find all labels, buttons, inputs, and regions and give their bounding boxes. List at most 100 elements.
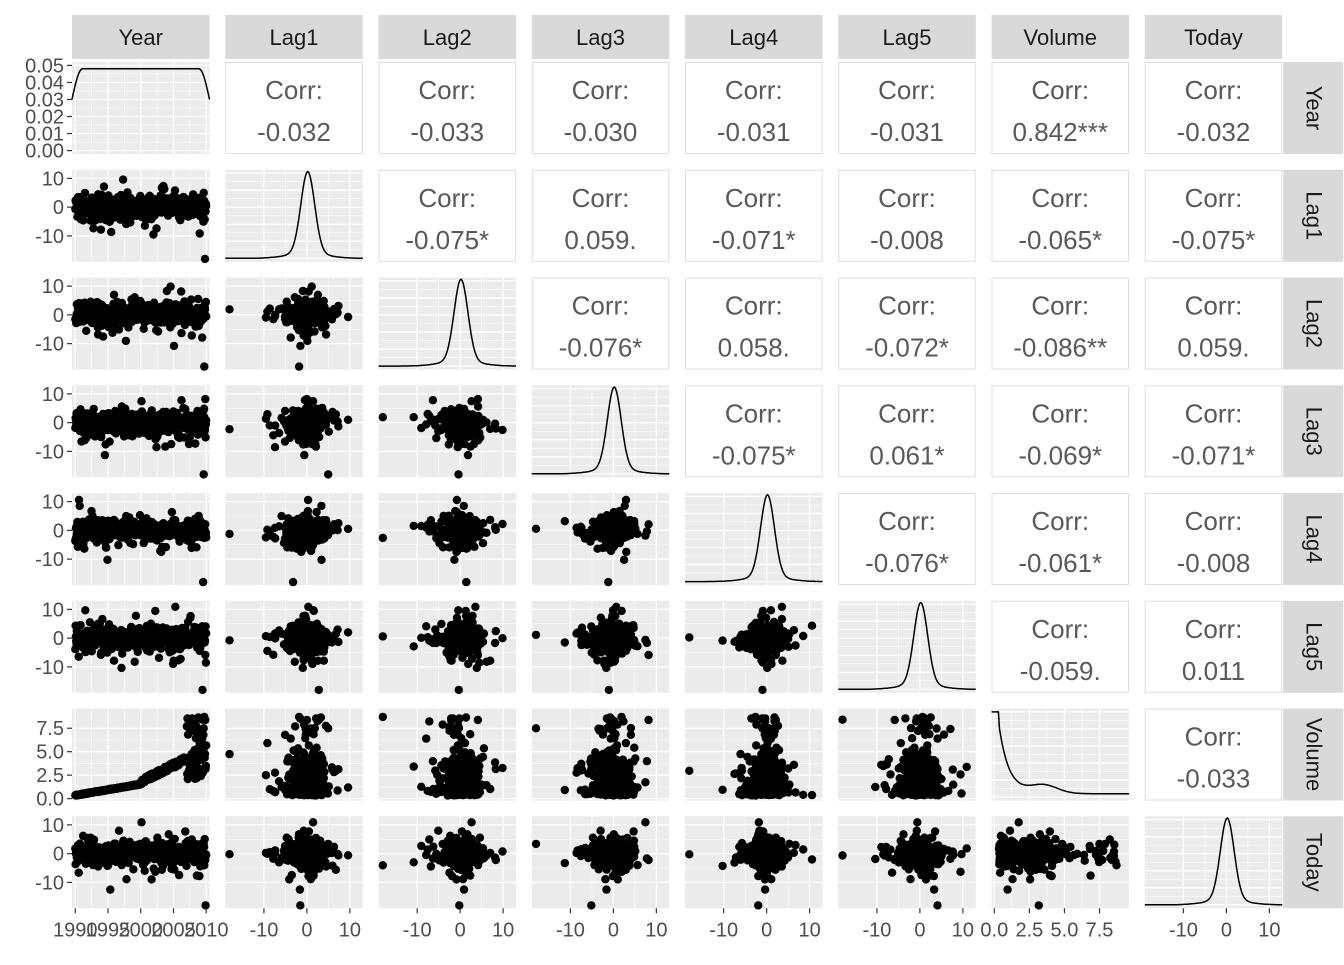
data-point bbox=[304, 496, 312, 504]
data-point bbox=[476, 433, 484, 441]
panel-lag1-lag3: Corr:0.059. bbox=[532, 170, 669, 261]
data-point bbox=[296, 433, 304, 441]
data-point bbox=[379, 413, 387, 421]
data-point bbox=[422, 420, 430, 428]
data-point bbox=[303, 395, 311, 403]
data-point bbox=[295, 413, 303, 421]
data-point bbox=[271, 312, 279, 320]
strip-right-label-lag4: Lag4 bbox=[1301, 515, 1326, 564]
data-point bbox=[117, 664, 125, 672]
data-point bbox=[114, 541, 122, 549]
panel-lag2-lag5: Corr:-0.072* bbox=[839, 278, 976, 369]
data-point bbox=[81, 189, 89, 197]
corr-value: -0.033 bbox=[410, 117, 484, 147]
data-point bbox=[322, 330, 330, 338]
corr-value: -0.086** bbox=[1013, 333, 1107, 363]
data-point bbox=[330, 305, 338, 313]
data-point bbox=[263, 410, 271, 418]
strip-top-label-lag3: Lag3 bbox=[576, 25, 625, 50]
data-point bbox=[294, 295, 302, 303]
data-point bbox=[479, 539, 487, 547]
data-point bbox=[410, 522, 418, 530]
data-point bbox=[166, 282, 174, 290]
panel-lag1-today: Corr:-0.075* bbox=[1145, 170, 1282, 261]
corr-value: -0.032 bbox=[257, 117, 331, 147]
data-point bbox=[296, 532, 304, 540]
corr-value: 0.061* bbox=[869, 440, 944, 470]
data-point bbox=[305, 287, 313, 295]
panel-lag4-lag5: Corr:-0.076* bbox=[839, 494, 976, 585]
data-point bbox=[171, 186, 179, 194]
corr-value: -0.065* bbox=[1018, 225, 1102, 255]
corr-label: Corr: bbox=[1185, 291, 1243, 321]
data-point bbox=[201, 395, 209, 403]
strip-right-label-lag5: Lag5 bbox=[1301, 622, 1326, 671]
panel-year-year bbox=[72, 62, 210, 154]
strip-right-label-lag1: Lag1 bbox=[1301, 191, 1326, 240]
corr-value: -0.069* bbox=[1018, 440, 1102, 470]
data-point bbox=[89, 224, 97, 232]
data-point bbox=[324, 525, 332, 533]
strip-right-label-lag2: Lag2 bbox=[1301, 299, 1326, 348]
data-point bbox=[281, 407, 289, 415]
corr-label: Corr: bbox=[572, 75, 630, 105]
data-point bbox=[98, 615, 106, 623]
data-point bbox=[225, 530, 233, 538]
data-point bbox=[200, 405, 208, 413]
data-point bbox=[312, 508, 320, 516]
data-point bbox=[425, 412, 433, 420]
data-point bbox=[119, 175, 127, 183]
data-point bbox=[454, 416, 462, 424]
data-point bbox=[453, 496, 461, 504]
corr-value: -0.032 bbox=[1177, 117, 1251, 147]
data-point bbox=[454, 470, 462, 478]
data-point bbox=[122, 337, 130, 345]
data-point bbox=[284, 526, 292, 534]
data-point bbox=[308, 298, 316, 306]
panel-lag1-lag1 bbox=[225, 170, 363, 262]
data-point bbox=[263, 526, 271, 534]
data-point bbox=[379, 534, 387, 542]
corr-label: Corr: bbox=[725, 183, 783, 213]
panel-year-lag2: Corr:-0.033 bbox=[379, 63, 516, 154]
data-point bbox=[177, 287, 185, 295]
corr-label: Corr: bbox=[878, 506, 936, 536]
data-point bbox=[305, 416, 313, 424]
panel-lag3-lag4: Corr:-0.075* bbox=[686, 386, 823, 477]
data-point bbox=[102, 544, 110, 552]
data-point bbox=[177, 329, 185, 337]
panel-lag3-lag1 bbox=[225, 385, 363, 478]
data-point bbox=[263, 307, 271, 315]
data-point bbox=[198, 333, 206, 341]
panel-lag2-lag2 bbox=[379, 278, 517, 370]
data-point bbox=[498, 520, 506, 528]
panel-lag1-lag5: Corr:-0.008 bbox=[839, 170, 976, 261]
data-point bbox=[202, 533, 210, 541]
panel-lag2-year bbox=[71, 278, 210, 371]
data-point bbox=[99, 332, 107, 340]
data-point bbox=[107, 228, 115, 236]
data-point bbox=[201, 433, 209, 441]
data-point bbox=[289, 578, 297, 586]
data-point bbox=[532, 525, 540, 533]
panel-lag2-volume: Corr:-0.086** bbox=[992, 278, 1129, 369]
corr-label: Corr: bbox=[572, 183, 630, 213]
data-point bbox=[201, 215, 209, 223]
data-point bbox=[303, 520, 311, 528]
data-point bbox=[299, 423, 307, 431]
data-point bbox=[75, 653, 83, 661]
panel-lag4-lag2 bbox=[379, 493, 517, 586]
data-point bbox=[225, 425, 233, 433]
corr-value: -0.075* bbox=[712, 440, 796, 470]
corr-label: Corr: bbox=[265, 75, 323, 105]
data-point bbox=[152, 443, 160, 451]
data-point bbox=[324, 470, 332, 478]
data-point bbox=[439, 512, 447, 520]
data-point bbox=[271, 524, 279, 532]
panel-lag3-lag2 bbox=[379, 385, 517, 478]
data-point bbox=[192, 543, 200, 551]
data-point bbox=[312, 520, 320, 528]
data-point bbox=[191, 439, 199, 447]
data-point bbox=[344, 416, 352, 424]
